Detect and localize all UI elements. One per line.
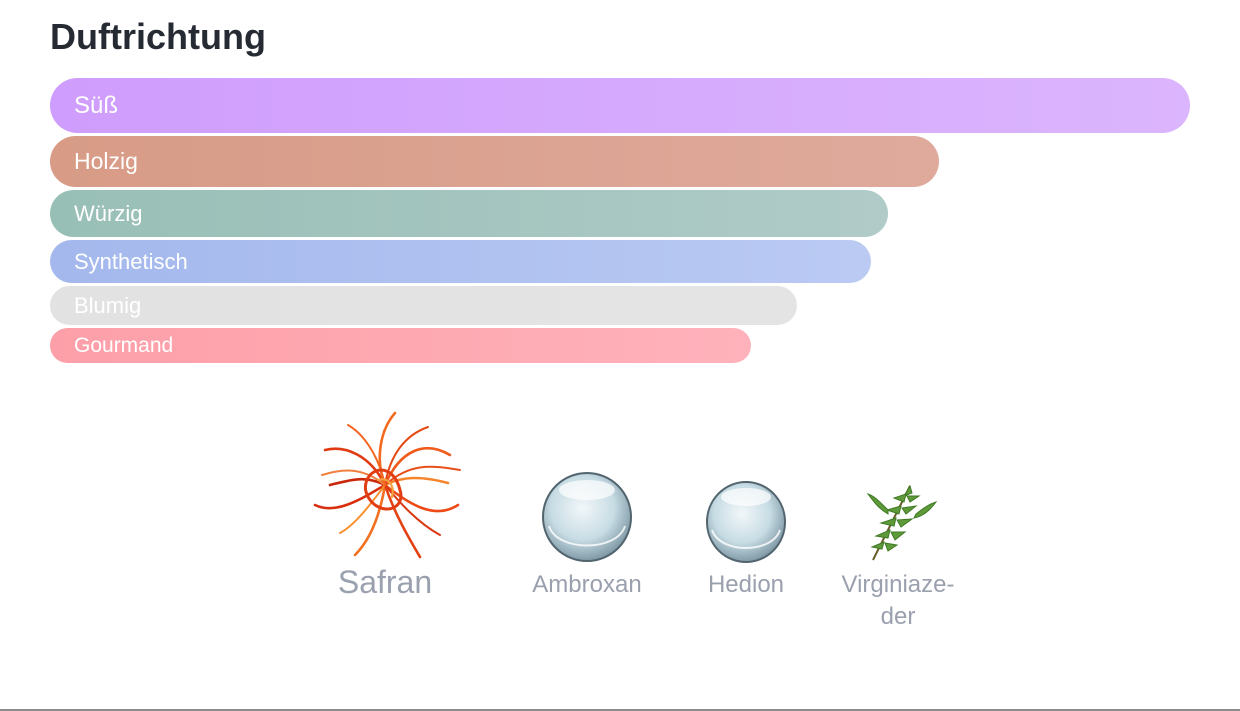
accord-bar: Gourmand xyxy=(50,328,751,363)
accord-bar-label: Süß xyxy=(74,91,119,119)
accord-bar: Holzig xyxy=(50,136,939,187)
bottom-divider xyxy=(0,709,1240,711)
accord-bar-label: Würzig xyxy=(74,200,143,226)
accord-bar: Blumig xyxy=(50,286,797,325)
accord-bar-label: Synthetisch xyxy=(74,248,188,274)
cedar-branch-icon xyxy=(866,484,938,561)
accord-bar-label: Gourmand xyxy=(74,333,174,357)
ingredient-ambroxan: Ambroxan xyxy=(517,470,657,601)
water-drop-icon xyxy=(542,472,632,562)
page-title: Duftrichtung xyxy=(50,16,266,57)
accord-bar: Synthetisch xyxy=(50,240,871,283)
accord-bar: Würzig xyxy=(50,190,888,237)
saffron-icon xyxy=(313,411,461,559)
ingredient-hedion: Hedion xyxy=(686,480,806,601)
ingredient-safran: Safran xyxy=(300,405,470,598)
accord-bar: Süß xyxy=(50,78,1190,133)
ingredient-label: Safran xyxy=(337,564,433,600)
accord-bar-label: Blumig xyxy=(74,292,142,318)
ingredient-virginiazeder: Virginiaze- der xyxy=(828,480,968,633)
ingredient-label: Virginiaze- der xyxy=(841,571,955,630)
accord-bar-label: Holzig xyxy=(74,148,138,174)
water-drop-icon xyxy=(706,481,786,563)
ingredient-label: Hedion xyxy=(707,571,785,598)
ingredient-label: Ambroxan xyxy=(532,571,642,598)
accord-chart: Süß Holzig Würzig Synthetisch Blumig Gourmand xyxy=(50,78,1190,363)
